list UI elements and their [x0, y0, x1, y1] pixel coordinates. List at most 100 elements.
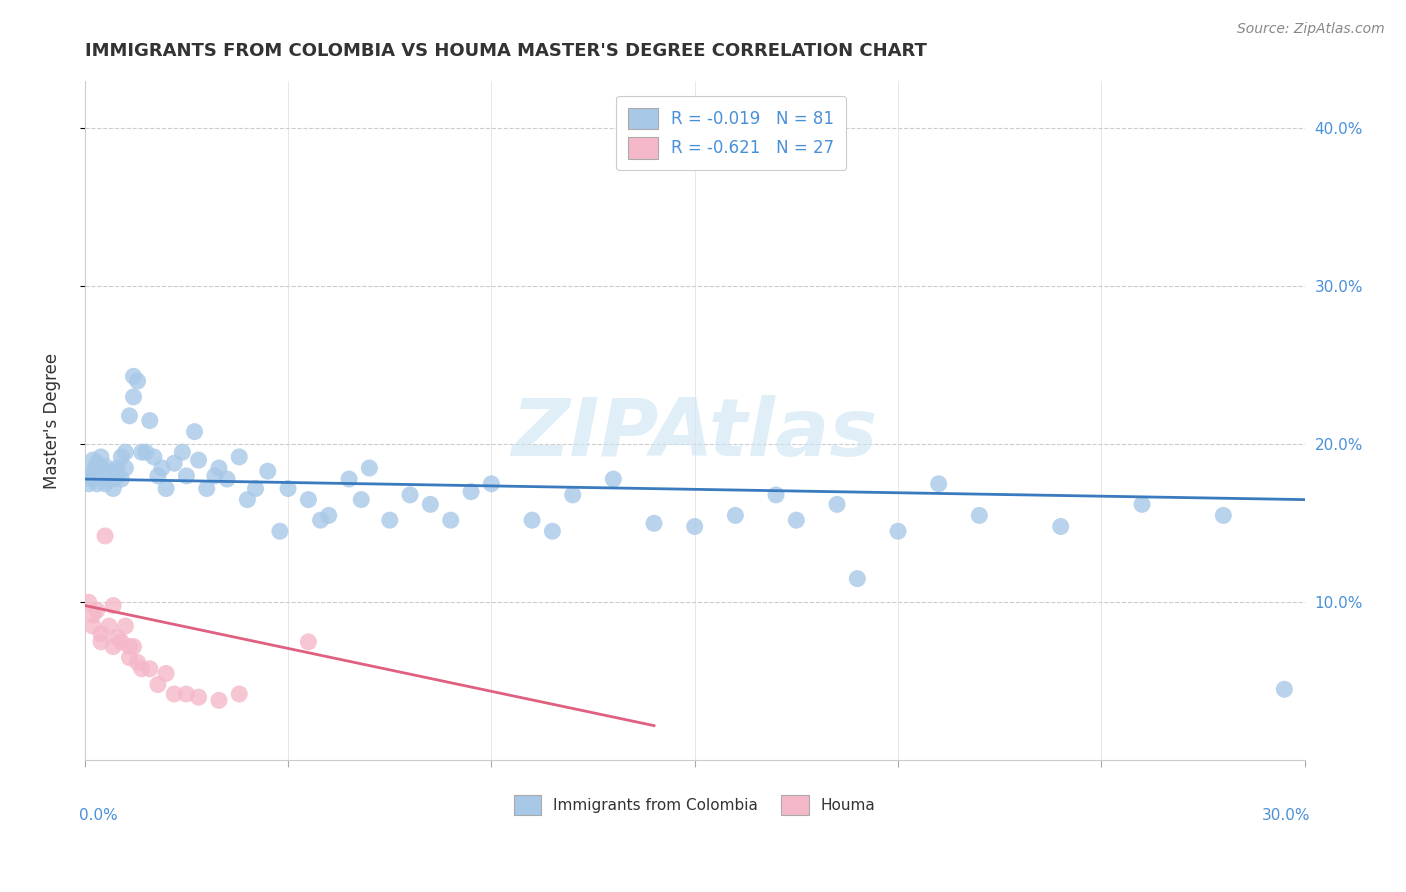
Text: ZIPAtlas: ZIPAtlas — [512, 395, 877, 473]
Point — [399, 488, 422, 502]
Point — [359, 461, 381, 475]
Point — [297, 492, 319, 507]
Point — [110, 635, 132, 649]
Point — [105, 630, 128, 644]
Point — [94, 529, 117, 543]
Point — [139, 662, 162, 676]
Point — [1130, 497, 1153, 511]
Point — [86, 603, 108, 617]
Point — [110, 472, 132, 486]
Point — [127, 374, 149, 388]
Text: 0.0%: 0.0% — [79, 808, 117, 823]
Point — [277, 482, 299, 496]
Point — [228, 450, 250, 464]
Point — [228, 687, 250, 701]
Point — [90, 461, 112, 475]
Point — [204, 469, 226, 483]
Point — [297, 635, 319, 649]
Point — [94, 459, 117, 474]
Point — [98, 472, 121, 486]
Point — [825, 497, 848, 511]
Point — [256, 464, 278, 478]
Point — [103, 464, 125, 478]
Point — [90, 469, 112, 483]
Point — [683, 519, 706, 533]
Point — [1049, 519, 1071, 533]
Point — [378, 513, 401, 527]
Point — [643, 516, 665, 531]
Point — [176, 469, 198, 483]
Point — [318, 508, 340, 523]
Point — [82, 464, 104, 478]
Point — [98, 466, 121, 480]
Point — [114, 445, 136, 459]
Point — [142, 450, 165, 464]
Point — [928, 476, 950, 491]
Point — [77, 595, 100, 609]
Point — [163, 456, 186, 470]
Point — [86, 456, 108, 470]
Point — [86, 476, 108, 491]
Point — [135, 445, 157, 459]
Point — [103, 472, 125, 486]
Point — [82, 607, 104, 622]
Point — [561, 488, 583, 502]
Point — [105, 461, 128, 475]
Point — [98, 619, 121, 633]
Point — [139, 414, 162, 428]
Point — [105, 469, 128, 483]
Point — [103, 482, 125, 496]
Point — [245, 482, 267, 496]
Point — [1212, 508, 1234, 523]
Point — [208, 693, 231, 707]
Point — [183, 425, 205, 439]
Point — [77, 469, 100, 483]
Point — [187, 690, 209, 705]
Point — [114, 619, 136, 633]
Point — [602, 472, 624, 486]
Point — [131, 662, 153, 676]
Point — [541, 524, 564, 539]
Legend: Immigrants from Colombia, Houma: Immigrants from Colombia, Houma — [508, 789, 882, 821]
Point — [90, 627, 112, 641]
Point — [94, 464, 117, 478]
Point — [118, 650, 141, 665]
Point — [172, 445, 194, 459]
Text: IMMIGRANTS FROM COLOMBIA VS HOUMA MASTER'S DEGREE CORRELATION CHART: IMMIGRANTS FROM COLOMBIA VS HOUMA MASTER… — [84, 42, 927, 60]
Point — [460, 484, 482, 499]
Point — [118, 640, 141, 654]
Point — [122, 640, 145, 654]
Point — [94, 476, 117, 491]
Point — [77, 476, 100, 491]
Point — [269, 524, 291, 539]
Point — [103, 640, 125, 654]
Point — [208, 461, 231, 475]
Point — [846, 572, 869, 586]
Point — [110, 450, 132, 464]
Point — [440, 513, 463, 527]
Point — [309, 513, 332, 527]
Point — [1272, 682, 1295, 697]
Point — [187, 453, 209, 467]
Point — [82, 619, 104, 633]
Point — [887, 524, 910, 539]
Point — [215, 472, 238, 486]
Point — [350, 492, 373, 507]
Point — [127, 656, 149, 670]
Text: Source: ZipAtlas.com: Source: ZipAtlas.com — [1237, 22, 1385, 37]
Point — [236, 492, 259, 507]
Point — [150, 461, 173, 475]
Point — [176, 687, 198, 701]
Text: 30.0%: 30.0% — [1263, 808, 1310, 823]
Point — [90, 635, 112, 649]
Point — [114, 461, 136, 475]
Point — [82, 453, 104, 467]
Point — [969, 508, 991, 523]
Point — [103, 599, 125, 613]
Point — [90, 450, 112, 464]
Point — [419, 497, 441, 511]
Point — [163, 687, 186, 701]
Point — [195, 482, 218, 496]
Point — [479, 476, 502, 491]
Point — [146, 677, 169, 691]
